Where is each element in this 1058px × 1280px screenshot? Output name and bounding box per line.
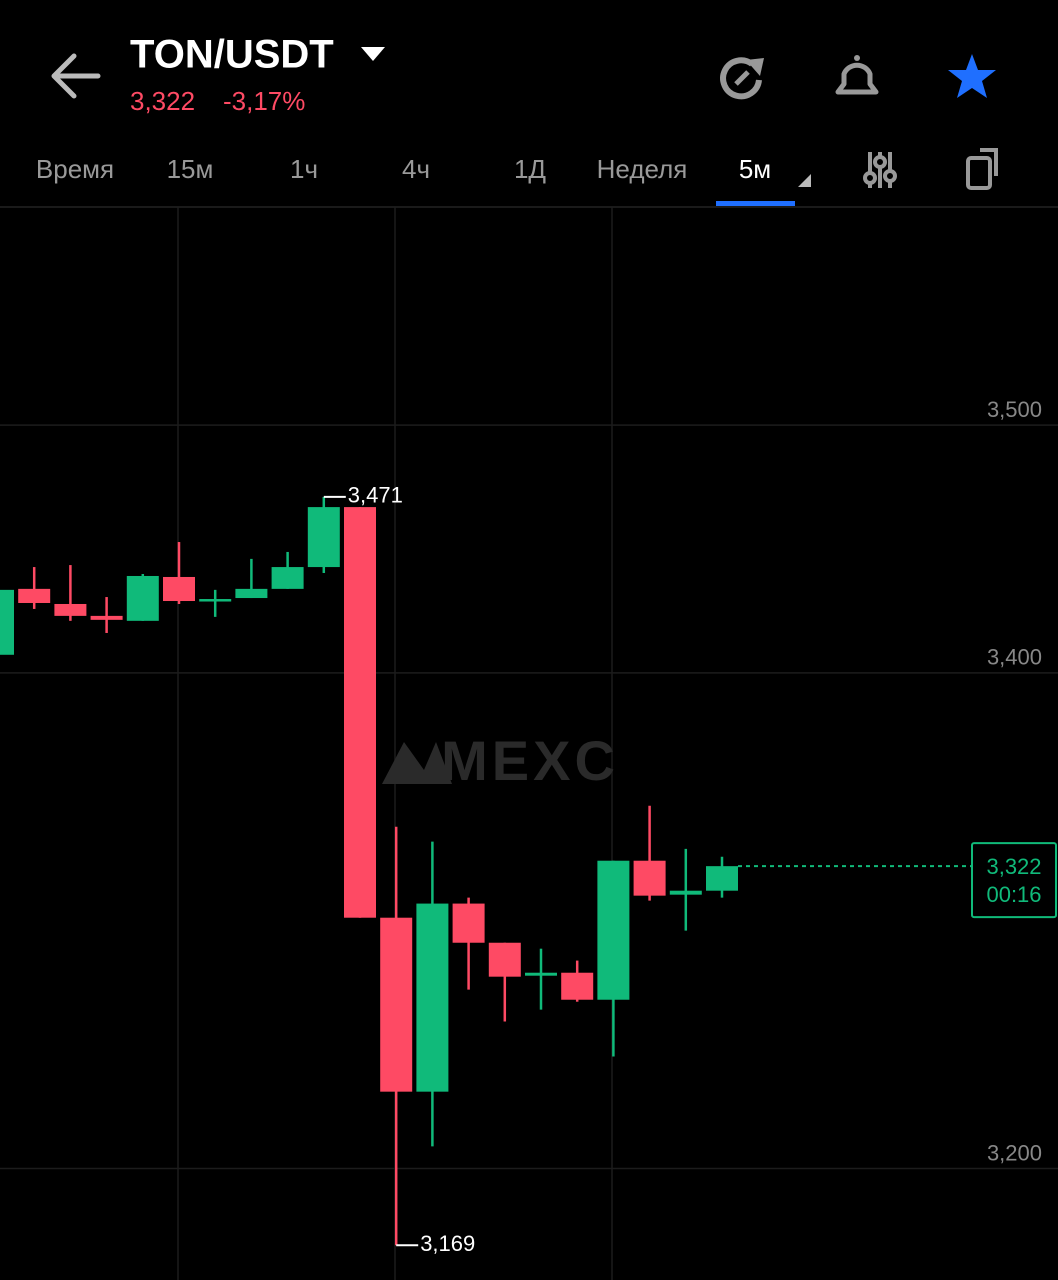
y-tick-label: 3,400: [987, 645, 1042, 670]
y-tick-label: 3,200: [987, 1140, 1042, 1165]
candle-body: [452, 903, 485, 943]
max-label: 3,471: [348, 483, 403, 508]
interval-tab: Время: [36, 154, 114, 184]
interval-tab[interactable]: 4ч: [402, 154, 430, 184]
rotate-button[interactable]: [966, 148, 998, 190]
candle-body: [633, 860, 666, 896]
watermark-logo: [382, 742, 452, 784]
candle-body: [561, 972, 594, 1000]
active-tab-underline: [716, 201, 795, 206]
watermark: MEXC: [441, 729, 619, 792]
last-price-label: 3,322: [986, 854, 1041, 879]
candle-body: [525, 972, 557, 976]
indicator-settings[interactable]: [863, 152, 897, 188]
candle-body: [54, 603, 87, 616]
candle-body: [344, 507, 376, 918]
candle-body: [307, 507, 340, 568]
candle-body: [90, 615, 123, 620]
candle-body: [416, 903, 449, 1092]
pair-dropdown[interactable]: [361, 47, 385, 61]
candle-body: [235, 588, 268, 599]
price-change: -3,17%: [223, 86, 305, 116]
refresh-button[interactable]: [720, 57, 764, 100]
candle-body: [163, 576, 195, 602]
candle-body: [669, 890, 702, 895]
candle-body: [126, 575, 159, 621]
candle-body: [0, 589, 14, 655]
last-price-box: [971, 842, 1057, 919]
back-button[interactable]: [51, 53, 101, 99]
last-price: 3,322: [130, 86, 195, 116]
candle-body: [597, 860, 630, 1000]
candle-body: [706, 866, 738, 891]
interval-tab[interactable]: 1Д: [514, 154, 546, 184]
min-label: 3,169: [420, 1231, 475, 1256]
alert-button[interactable]: [835, 55, 879, 95]
interval-tab[interactable]: 1ч: [290, 154, 318, 184]
interval-tab[interactable]: Неделя: [597, 154, 688, 184]
candle-body: [488, 942, 521, 977]
candle-body: [380, 917, 413, 1092]
favorite-button[interactable]: [948, 54, 996, 98]
countdown-label: 00:16: [986, 882, 1041, 907]
candle-body: [18, 588, 51, 603]
candle-body: [271, 567, 304, 589]
y-tick-label: 3,500: [987, 397, 1042, 422]
pair-title[interactable]: TON/USDT: [130, 33, 334, 77]
candle-body: [199, 599, 232, 602]
interval-tab[interactable]: 15м: [167, 154, 214, 184]
interval-tab[interactable]: 5м: [739, 154, 771, 184]
interval-dropdown[interactable]: [798, 174, 811, 187]
